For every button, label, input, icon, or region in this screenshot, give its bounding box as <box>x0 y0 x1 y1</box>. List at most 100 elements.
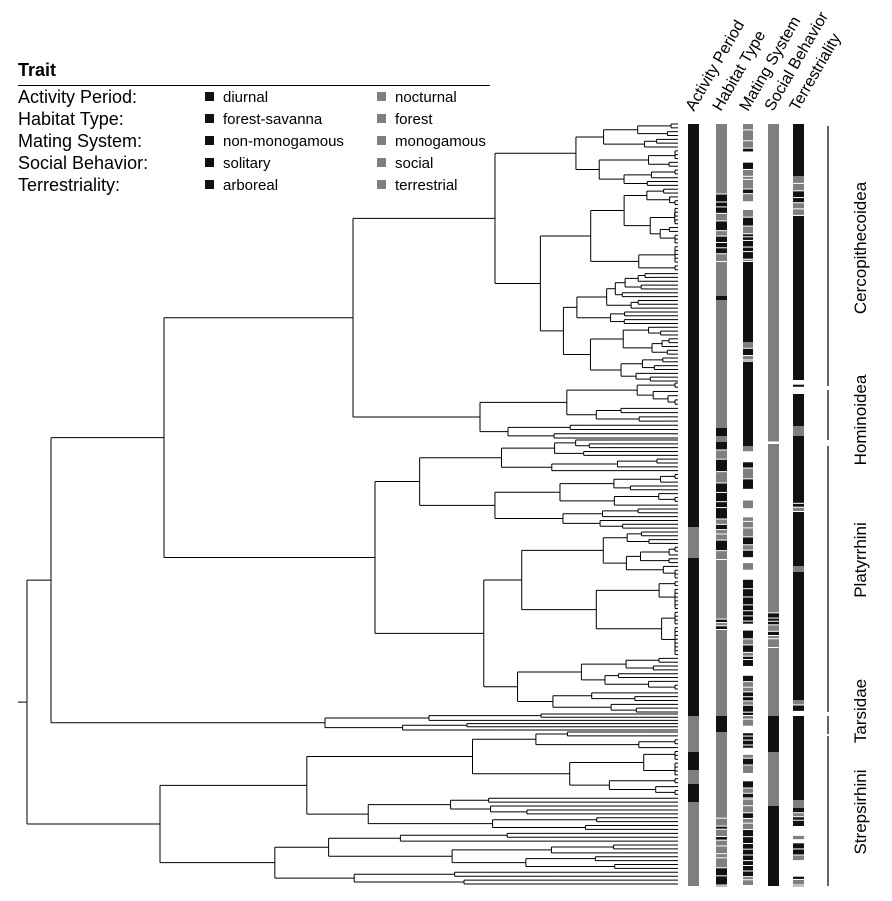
trait-segment <box>743 788 753 793</box>
trait-segment <box>743 148 753 152</box>
trait-segment <box>743 818 753 823</box>
trait-segment <box>768 716 779 752</box>
trait-segment <box>743 616 753 621</box>
trait-segment <box>743 736 753 740</box>
trait-segment <box>688 527 699 558</box>
trait-segment <box>716 508 727 519</box>
trait-segment <box>716 213 727 221</box>
legend-state-b: forest <box>377 111 433 129</box>
trait-segment <box>688 752 699 770</box>
trait-segment <box>716 184 727 194</box>
trait-segment <box>743 866 753 871</box>
trait-segment <box>743 645 753 652</box>
legend-state-a: forest-savanna <box>205 111 322 129</box>
trait-segment <box>743 705 753 712</box>
trait-segment <box>716 560 727 612</box>
trait-segment <box>743 656 753 659</box>
legend-swatch-b <box>377 92 386 101</box>
trait-segment <box>716 524 727 530</box>
trait-segment <box>743 855 753 861</box>
trait-segment <box>743 479 753 489</box>
trait-segment <box>743 682 753 687</box>
legend-state-b-label: terrestrial <box>395 177 458 194</box>
trait-segment <box>743 871 753 877</box>
trait-segment <box>768 648 779 716</box>
trait-segment <box>743 781 753 788</box>
trait-segment <box>716 194 727 202</box>
trait-segment <box>743 124 753 130</box>
trait-segment <box>716 231 727 236</box>
trait-segment <box>716 236 727 242</box>
trait-segment <box>743 716 753 719</box>
trait-segment <box>743 844 753 849</box>
trait-segment <box>793 835 804 840</box>
trait-segment <box>688 124 699 527</box>
legend-trait-label: Habitat Type: <box>18 109 124 129</box>
legend-state-a-label: solitary <box>223 155 271 172</box>
trait-segment <box>743 849 753 855</box>
trait-segment <box>743 697 753 701</box>
legend-swatch-b <box>377 180 386 189</box>
trait-segment <box>793 426 804 436</box>
trait-segment <box>716 818 727 826</box>
trait-segment <box>743 141 753 148</box>
trait-segment <box>688 770 699 784</box>
legend-trait-label: Mating System: <box>18 131 143 151</box>
trait-segment <box>743 356 753 360</box>
trait-segment <box>743 194 753 202</box>
trait-segment <box>743 189 753 194</box>
legend-state-b-label: nocturnal <box>395 89 457 106</box>
trait-segment <box>743 800 753 806</box>
legend-state-b: monogamous <box>377 133 486 151</box>
legend-row: Habitat Type: forest-savanna forest <box>18 108 490 130</box>
trait-segment <box>743 362 753 446</box>
trait-segment <box>743 605 753 611</box>
trait-segment <box>793 176 804 183</box>
trait-segment <box>743 468 753 479</box>
trait-segment <box>716 202 727 207</box>
trait-segment <box>716 428 727 436</box>
trait-segment <box>743 462 753 468</box>
trait-segment <box>716 519 727 524</box>
trait-segment <box>716 450 727 459</box>
clade-label: Hominoidea <box>851 374 870 465</box>
trait-segment <box>716 492 727 502</box>
trait-segment <box>743 545 753 550</box>
trait-segment <box>743 798 753 800</box>
trait-segment <box>716 248 727 254</box>
trait-segment <box>743 877 753 880</box>
trait-segment <box>743 360 753 362</box>
legend-state-a-label: diurnal <box>223 89 269 106</box>
trait-segment <box>743 162 753 169</box>
trait-segment <box>793 808 804 813</box>
trait-segment <box>743 550 753 558</box>
trait-segment <box>716 612 727 619</box>
trait-segment <box>743 517 753 521</box>
trait-segment <box>743 793 753 798</box>
trait-segment <box>743 176 753 179</box>
trait-segment <box>716 459 727 472</box>
trait-segment <box>743 733 753 736</box>
trait-segment <box>743 563 753 570</box>
trait-segment <box>793 566 804 572</box>
trait-segment <box>716 840 727 846</box>
trait-segment <box>716 540 727 551</box>
trait-segment <box>743 579 753 589</box>
trait-segment <box>716 221 727 231</box>
trait-segment <box>793 503 804 507</box>
trait-segment <box>793 849 804 855</box>
legend-swatch-a <box>205 92 214 101</box>
legend-state-b: terrestrial <box>377 177 458 195</box>
trait-segment <box>768 436 779 442</box>
trait-segment <box>688 802 699 886</box>
legend-row: Terrestriality: arboreal terrestrial <box>18 174 490 196</box>
trait-segment <box>688 716 699 752</box>
legend-swatch-b <box>377 158 386 167</box>
trait-segment <box>743 348 753 356</box>
trait-segment <box>743 806 753 813</box>
legend-state-a: non-monogamous <box>205 133 344 151</box>
trait-segment <box>688 558 699 716</box>
trait-segment <box>743 880 753 885</box>
trait-segment <box>743 639 753 645</box>
trait-segment <box>716 534 727 540</box>
